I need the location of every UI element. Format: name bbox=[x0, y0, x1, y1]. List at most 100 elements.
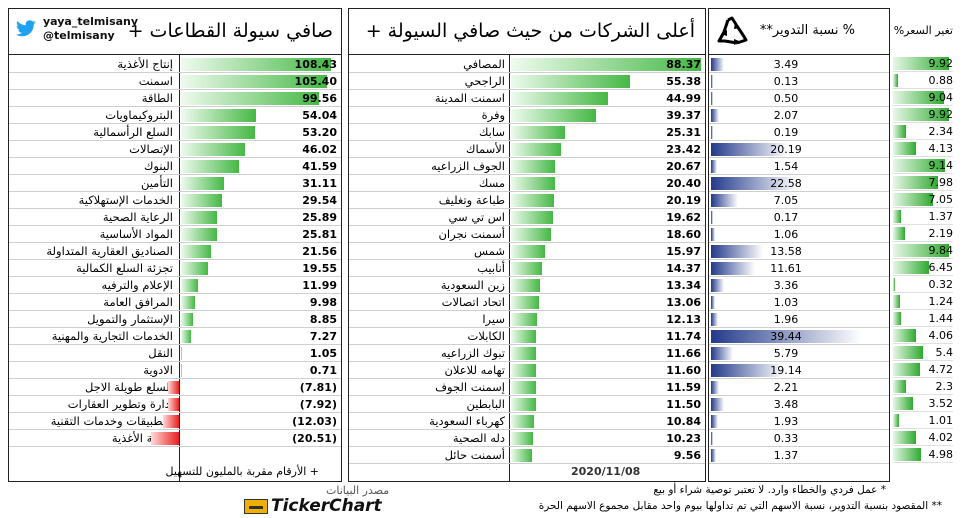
price-panel: تغير السعر% 9.92 0.88 9.04 9.92 2.34 4.13 9.14… bbox=[893, 8, 953, 482]
company-flow-value: 25.31 bbox=[666, 126, 701, 139]
price-value: 2.19 bbox=[928, 227, 954, 240]
turnover-value: 0.33 bbox=[773, 432, 799, 445]
company-flow-bar bbox=[511, 92, 608, 105]
price-row: 1.37 bbox=[893, 208, 953, 225]
price-value: 1.37 bbox=[928, 210, 954, 223]
sector-bar bbox=[181, 160, 239, 173]
price-row: 4.13 bbox=[893, 140, 953, 157]
turnover-bar bbox=[711, 296, 715, 309]
sector-value: 31.11 bbox=[302, 177, 337, 190]
company-row: الجوف الزراعيه 20.67 bbox=[349, 158, 705, 175]
sector-name: البتروكيماويات bbox=[105, 108, 173, 122]
company-flow-bar bbox=[511, 126, 566, 139]
turnover-row: 0.50 bbox=[709, 90, 889, 107]
sector-value: (7.92) bbox=[299, 398, 337, 411]
sector-bar bbox=[168, 381, 179, 394]
price-value: 1.24 bbox=[928, 295, 954, 308]
turnover-value: 1.03 bbox=[773, 296, 799, 309]
turnover-bar bbox=[711, 75, 713, 88]
company-flow-bar bbox=[511, 313, 538, 326]
price-value: 9.04 bbox=[928, 91, 954, 104]
sector-row: البتروكيماويات 54.04 bbox=[9, 107, 341, 124]
sector-bar bbox=[181, 211, 217, 224]
company-row: الراجحي 55.38 bbox=[349, 73, 705, 90]
price-bar bbox=[893, 142, 917, 155]
company-name: مسك bbox=[478, 176, 505, 190]
price-bar bbox=[893, 414, 899, 427]
price-value: 0.88 bbox=[928, 74, 954, 87]
turnover-bar bbox=[711, 330, 861, 343]
sector-bar bbox=[181, 330, 192, 343]
price-row: 5.4 bbox=[893, 344, 953, 361]
price-bar bbox=[893, 380, 906, 393]
turnover-bar bbox=[711, 381, 720, 394]
turnover-bar bbox=[711, 415, 719, 428]
sector-name: اسمنت bbox=[138, 74, 173, 88]
sector-name: الخدمات الإستهلاكية bbox=[78, 193, 173, 207]
company-flow-value: 15.97 bbox=[666, 245, 701, 258]
turnover-row: 39.44 bbox=[709, 328, 889, 345]
company-row: شمس 15.97 bbox=[349, 243, 705, 260]
sector-row: الرعاية الصحية 25.89 bbox=[9, 209, 341, 226]
turnover-row: 1.06 bbox=[709, 226, 889, 243]
sector-bar bbox=[151, 432, 179, 445]
turnover-row: 1.96 bbox=[709, 311, 889, 328]
turnover-value: 0.17 bbox=[773, 211, 799, 224]
company-row: أنابيب 14.37 bbox=[349, 260, 705, 277]
price-value: 9.14 bbox=[928, 159, 954, 172]
turnover-row: 0.13 bbox=[709, 73, 889, 90]
twitter-badge[interactable]: yaya_telmisany @telmisany bbox=[15, 15, 138, 43]
turnover-bar bbox=[711, 160, 717, 173]
sector-value: 8.85 bbox=[309, 313, 337, 326]
company-name: زين السعودية bbox=[440, 278, 505, 292]
turnover-bar bbox=[711, 279, 724, 292]
company-flow-value: 55.38 bbox=[666, 75, 701, 88]
company-row: اسمنت المدينة 44.99 bbox=[349, 90, 705, 107]
turnover-bar bbox=[711, 432, 713, 445]
turnover-bar bbox=[711, 177, 797, 190]
turnover-row: 22.58 bbox=[709, 175, 889, 192]
company-name: إسمنت الجوف bbox=[435, 380, 505, 394]
price-row: 7.05 bbox=[893, 191, 953, 208]
company-flow-value: 13.06 bbox=[666, 296, 701, 309]
price-value: 0.32 bbox=[928, 278, 954, 291]
price-row: 4.72 bbox=[893, 361, 953, 378]
company-name: سيرا bbox=[482, 312, 505, 326]
turnover-value: 2.07 bbox=[773, 109, 799, 122]
sector-row: الصناديق العقارية المتداولة 21.56 bbox=[9, 243, 341, 260]
price-value: 9.84 bbox=[928, 244, 954, 257]
sector-name: التطبيقات وخدمات التقنية bbox=[50, 414, 173, 428]
sector-name: الإستثمار والتمويل bbox=[87, 312, 173, 326]
turnover-bar bbox=[711, 194, 738, 207]
turnover-value: 0.50 bbox=[773, 92, 799, 105]
price-value: 4.13 bbox=[928, 142, 954, 155]
price-bar bbox=[893, 91, 945, 104]
sector-name: الطاقة bbox=[141, 91, 173, 105]
company-flow-value: 12.13 bbox=[666, 313, 701, 326]
company-flow-value: 20.67 bbox=[666, 160, 701, 173]
companies-header: أعلى الشركات من حيث صافي السيولة + bbox=[349, 9, 705, 55]
turnover-bar bbox=[711, 398, 725, 411]
turnover-value: 39.44 bbox=[770, 330, 802, 343]
company-flow-bar bbox=[511, 262, 542, 275]
company-flow-bar bbox=[511, 381, 536, 394]
sector-value: 1.05 bbox=[309, 347, 337, 360]
company-flow-value: 11.50 bbox=[666, 398, 701, 411]
company-flow-value: 20.40 bbox=[666, 177, 701, 190]
company-name: وفرة bbox=[481, 108, 505, 122]
price-bar bbox=[893, 278, 895, 291]
sector-name: المواد الأساسية bbox=[99, 227, 173, 241]
company-flow-value: 14.37 bbox=[666, 262, 701, 275]
sector-value: 53.20 bbox=[302, 126, 337, 139]
turnover-value: 1.93 bbox=[773, 415, 799, 428]
disclaimer-note: * عمل فردي والخطاء وارد. لا تعتبر توصية … bbox=[653, 484, 886, 496]
company-row: مسك 20.40 bbox=[349, 175, 705, 192]
sector-name: السلع الرأسمالية bbox=[93, 125, 173, 139]
company-row: الأسماك 23.42 bbox=[349, 141, 705, 158]
price-row: 1.01 bbox=[893, 412, 953, 429]
report-date: 2020/11/08 bbox=[571, 465, 641, 478]
sector-row: الخدمات الإستهلاكية 29.54 bbox=[9, 192, 341, 209]
sector-bar bbox=[181, 126, 255, 139]
sector-bar bbox=[181, 262, 209, 275]
company-flow-value: 19.62 bbox=[666, 211, 701, 224]
